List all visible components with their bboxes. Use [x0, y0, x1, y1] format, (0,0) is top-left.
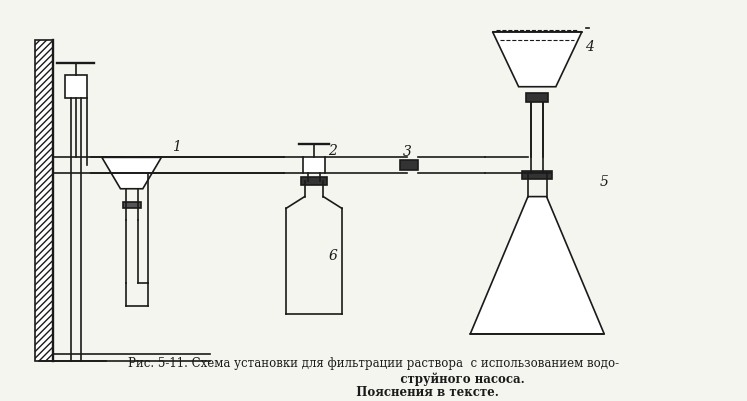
- Text: Рис. 5-11. Схема установки для фильтрации раствора  с использованием водо-: Рис. 5-11. Схема установки для фильтраци…: [128, 356, 619, 369]
- Bar: [35, 41, 54, 362]
- Polygon shape: [102, 158, 161, 189]
- Bar: [526, 93, 548, 103]
- Bar: [522, 172, 553, 180]
- Text: струйного насоса.: струйного насоса.: [223, 371, 524, 385]
- Text: 1: 1: [172, 139, 181, 153]
- Bar: [123, 203, 140, 209]
- Bar: [400, 161, 418, 170]
- Text: 6: 6: [328, 249, 337, 263]
- Polygon shape: [471, 197, 604, 334]
- Bar: [301, 178, 327, 185]
- Text: Пояснения в тексте.: Пояснения в тексте.: [249, 385, 498, 398]
- Text: 5: 5: [600, 174, 609, 188]
- Text: 4: 4: [585, 39, 594, 53]
- Bar: [65, 76, 87, 99]
- Text: 2: 2: [328, 143, 337, 157]
- Polygon shape: [492, 33, 582, 87]
- Bar: [303, 158, 325, 174]
- Text: 3: 3: [403, 145, 412, 159]
